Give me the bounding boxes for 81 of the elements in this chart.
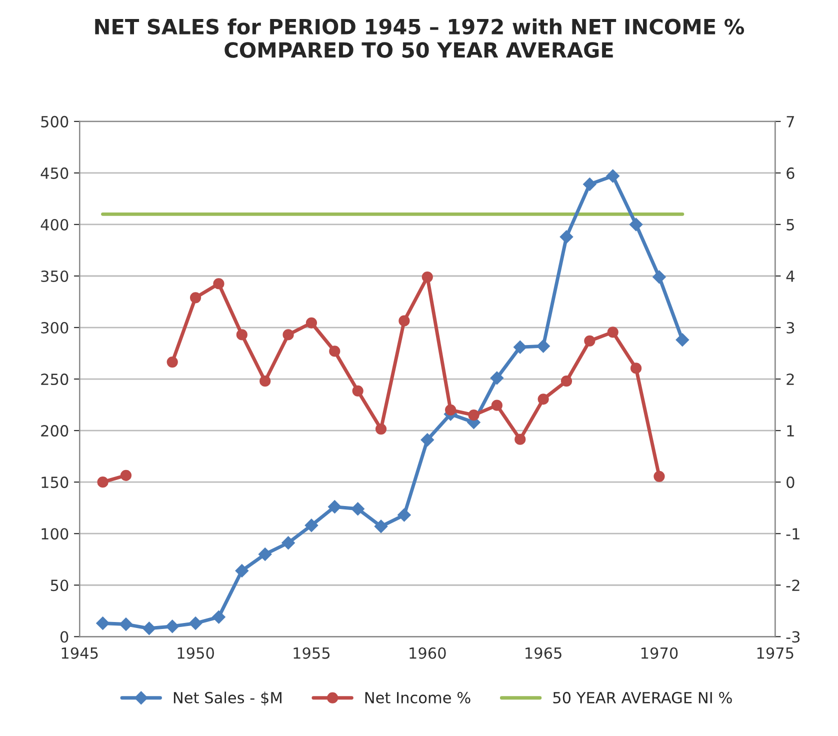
y-tick-label: 500 (41, 116, 68, 128)
point (235, 564, 248, 578)
point (491, 400, 502, 411)
point (422, 271, 433, 283)
point (606, 169, 620, 183)
legend-label: Net Sales - $M (174, 692, 282, 706)
point (630, 362, 642, 374)
point (652, 270, 666, 284)
y2-tick-label: 0 (786, 476, 794, 488)
y2-tick-label: 4 (786, 270, 794, 282)
y-tick-label: 50 (50, 580, 68, 592)
point (120, 470, 132, 481)
point (166, 620, 179, 633)
point (583, 178, 596, 191)
point (304, 518, 318, 532)
y2-tick-label: 6 (786, 167, 794, 179)
point (188, 616, 202, 630)
y-tick-label: 400 (40, 218, 68, 230)
point (560, 376, 572, 387)
legend-label: Net Income % (365, 692, 470, 704)
point (329, 346, 340, 357)
point (260, 376, 271, 387)
x-tick-label: 1960 (410, 647, 446, 659)
y-tick-label: 200 (41, 425, 68, 437)
point (213, 278, 224, 290)
point (166, 356, 178, 368)
point (398, 508, 411, 522)
y2-tick-label: -2 (786, 580, 800, 591)
point (490, 371, 504, 385)
point (420, 433, 434, 446)
point (654, 470, 665, 482)
point (96, 616, 110, 630)
point (375, 423, 387, 435)
point (514, 340, 527, 354)
x-tick-label: 1975 (757, 647, 794, 659)
y-tick-label: 300 (41, 322, 68, 334)
point (374, 520, 388, 533)
point (514, 434, 526, 445)
point (538, 394, 549, 405)
y2-tick-label: 3 (786, 322, 794, 334)
x-tick-label: 1945 (62, 647, 98, 659)
point (212, 610, 226, 624)
point (351, 502, 364, 516)
point (445, 404, 456, 416)
point (119, 618, 133, 631)
point (629, 218, 643, 232)
y2-tick-label: 1 (787, 425, 794, 436)
y2-tick-label: -3 (786, 631, 800, 643)
point (142, 622, 156, 635)
x-tick-label: 1965 (526, 647, 562, 659)
y2-tick-label: 5 (786, 219, 794, 230)
chart-title: NET SALES for PERIOD 1945 – 1972 with NET INCOME % COMPARED TO 50 YEAR AVERAGE (95, 18, 744, 58)
y-tick-label: 150 (42, 476, 68, 488)
point (282, 329, 294, 340)
y2-tick-label: 2 (786, 374, 794, 385)
x-tick-label: 1950 (178, 647, 214, 659)
point (236, 329, 248, 340)
point (258, 548, 272, 561)
point (328, 500, 342, 514)
y2-tick-label: 7 (786, 116, 794, 128)
x-tick-label: 1970 (641, 647, 678, 659)
point (584, 335, 596, 346)
point (306, 317, 318, 328)
y2-tick-label: -1 (786, 528, 800, 540)
y-tick-label: 0 (60, 631, 68, 643)
point (190, 292, 202, 304)
y-tick-label: 100 (42, 528, 68, 540)
y-tick-label: 250 (41, 374, 68, 386)
point (560, 230, 574, 244)
y-tick-label: 450 (40, 167, 68, 179)
point (352, 385, 364, 396)
legend-label: 50 YEAR AVERAGE NI % (553, 692, 732, 704)
point (468, 410, 480, 421)
point (607, 326, 618, 338)
point (97, 476, 108, 488)
point (676, 333, 689, 346)
point (536, 339, 550, 353)
point (398, 315, 410, 326)
x-tick-label: 1955 (294, 647, 330, 659)
y-tick-label: 350 (41, 270, 68, 282)
point (282, 536, 295, 550)
